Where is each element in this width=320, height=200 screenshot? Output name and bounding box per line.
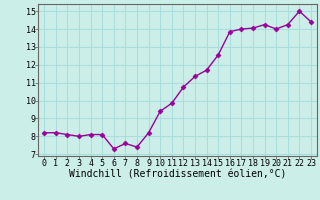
X-axis label: Windchill (Refroidissement éolien,°C): Windchill (Refroidissement éolien,°C) xyxy=(69,169,286,179)
